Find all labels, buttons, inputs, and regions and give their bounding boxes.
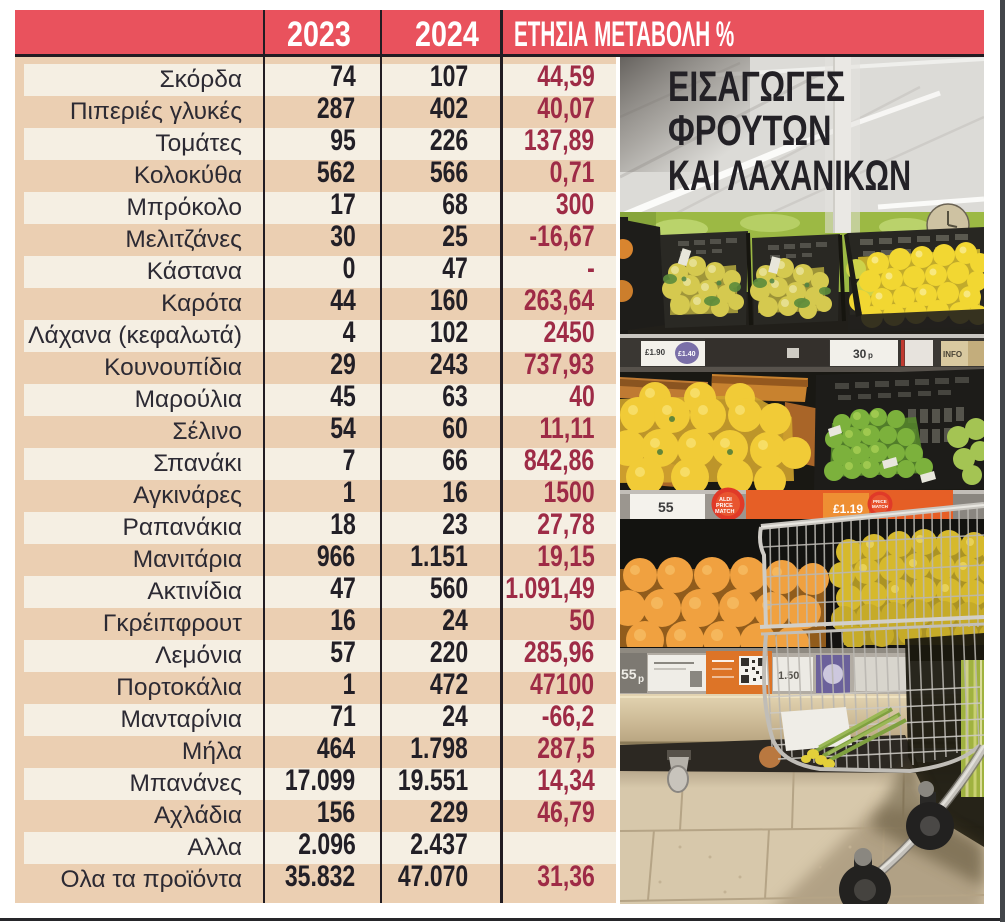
svg-text:£1.40: £1.40 — [678, 351, 696, 358]
svg-text:55: 55 — [658, 499, 674, 515]
svg-text:PRICE: PRICE — [716, 503, 733, 509]
svg-text:p: p — [638, 674, 644, 685]
svg-text:ALDI: ALDI — [719, 497, 732, 503]
svg-text:£1.90: £1.90 — [645, 348, 666, 357]
svg-text:30: 30 — [853, 347, 867, 361]
svg-text:MATCH: MATCH — [872, 504, 888, 509]
svg-text:p: p — [868, 351, 873, 360]
svg-text:MATCH: MATCH — [715, 509, 734, 515]
svg-text:INFO: INFO — [943, 350, 962, 359]
svg-text:£1.19: £1.19 — [833, 502, 863, 516]
svg-text:PRICE: PRICE — [873, 499, 887, 504]
svg-text:55: 55 — [621, 666, 637, 682]
